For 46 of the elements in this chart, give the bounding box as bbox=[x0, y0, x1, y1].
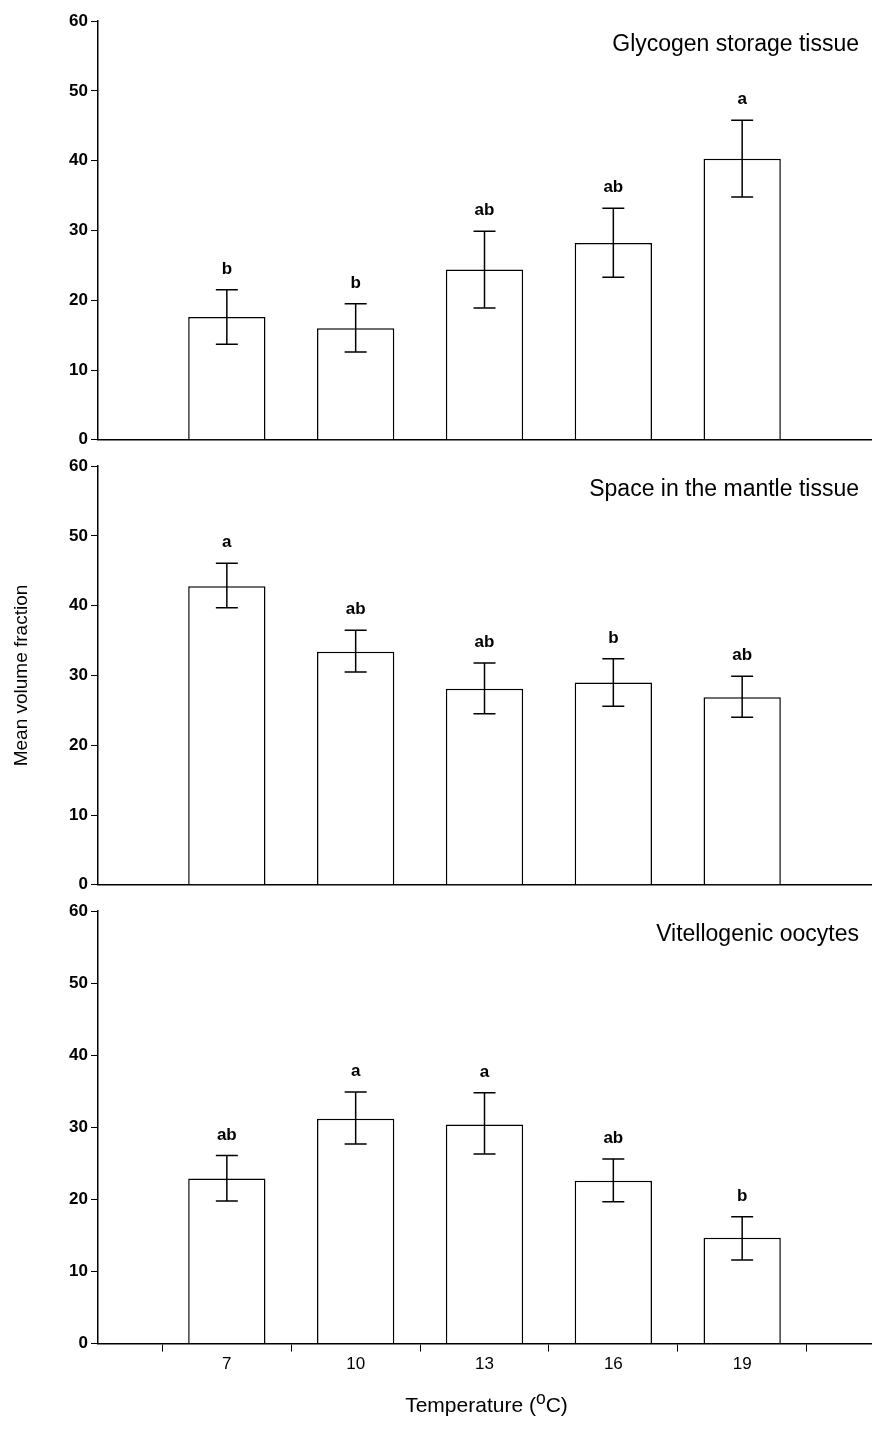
y-tick-label: 10 bbox=[69, 804, 88, 824]
y-tick-label: 60 bbox=[69, 900, 88, 920]
y-tick-label: 10 bbox=[69, 359, 88, 379]
annotation: b bbox=[736, 1185, 748, 1205]
annotation: ab bbox=[474, 632, 495, 652]
annotation: a bbox=[479, 1062, 490, 1081]
x-tick-label: 10 bbox=[346, 1354, 366, 1374]
annotation: ab bbox=[732, 645, 753, 665]
annotation: ab bbox=[345, 599, 366, 619]
annotation: b bbox=[221, 258, 233, 278]
x-tick-label: 19 bbox=[732, 1354, 752, 1374]
chart-title: Space in the mantle tissue bbox=[589, 475, 859, 502]
y-tick-label: 40 bbox=[69, 1045, 88, 1065]
y-tick-label: 20 bbox=[69, 1189, 88, 1209]
annotation: b bbox=[350, 272, 361, 292]
x-tick-label: 16 bbox=[603, 1354, 623, 1374]
annotation: a bbox=[350, 1061, 361, 1081]
chart-title: Vitellogenic oocytes bbox=[656, 920, 859, 947]
annotation: ab bbox=[216, 1124, 237, 1144]
y-tick-label: 0 bbox=[78, 1333, 88, 1353]
x-axis-title: Temperature ($^{o}$C) bbox=[404, 1388, 569, 1417]
y-tick-label: 40 bbox=[69, 595, 88, 615]
annotation: ab bbox=[474, 200, 495, 220]
y-tick-label: 0 bbox=[78, 429, 88, 449]
y-tick-label: 30 bbox=[69, 220, 88, 240]
y-tick-label: 20 bbox=[69, 289, 88, 309]
annotation: a bbox=[737, 89, 748, 109]
y-tick-label: 20 bbox=[69, 734, 88, 754]
annotation: a bbox=[222, 532, 233, 552]
y-tick-label: 50 bbox=[69, 80, 88, 100]
y-tick-label: 60 bbox=[69, 10, 88, 30]
chart-title: Glycogen storage tissue bbox=[612, 30, 859, 57]
y-tick-label: 30 bbox=[69, 1117, 88, 1137]
annotation: ab bbox=[603, 1128, 624, 1148]
x-tick-label: 13 bbox=[475, 1354, 494, 1374]
annotation: ab bbox=[603, 177, 624, 197]
y-tick-label: 30 bbox=[69, 665, 88, 685]
y-tick-label: 60 bbox=[69, 455, 88, 475]
y-tick-label: 40 bbox=[69, 150, 88, 170]
y-axis-title: Mean volume fraction bbox=[9, 584, 31, 767]
y-tick-label: 10 bbox=[69, 1261, 88, 1281]
y-tick-label: 0 bbox=[78, 874, 88, 894]
y-tick-label: 50 bbox=[69, 972, 88, 992]
y-tick-label: 50 bbox=[69, 525, 88, 545]
x-tick-label: 7 bbox=[222, 1354, 232, 1374]
annotation: b bbox=[608, 627, 619, 647]
